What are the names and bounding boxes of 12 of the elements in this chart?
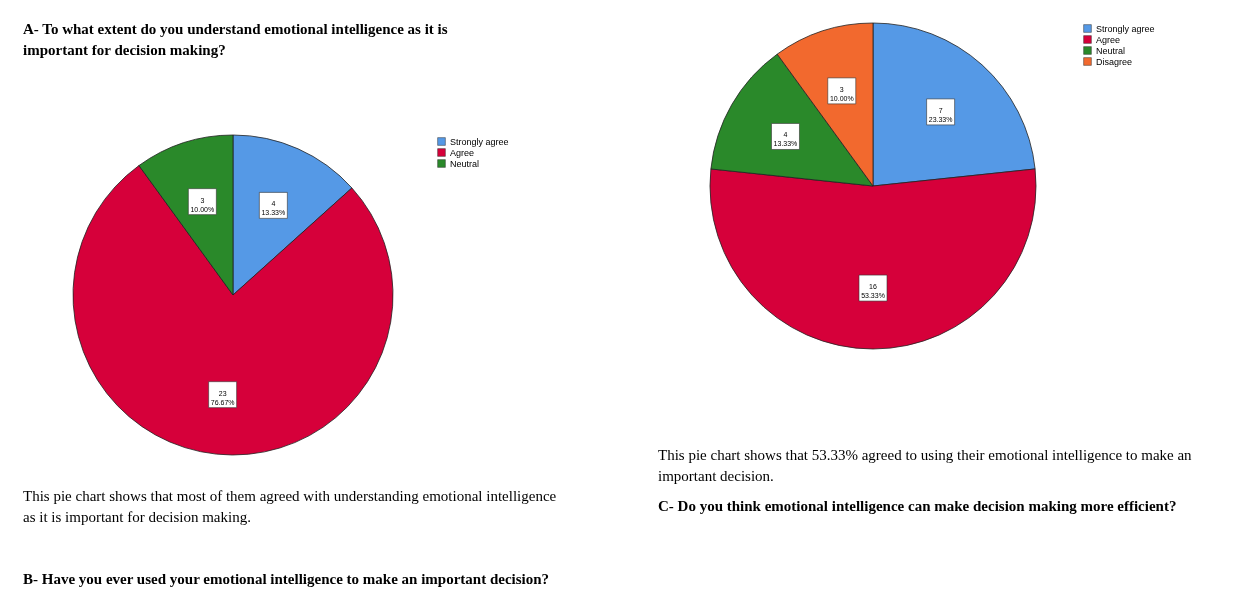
- chart-title: A- To what extent do you understand emotional intelligence as it is important for decision making?: [23, 21, 448, 58]
- text: This pie chart shows that 53.33% agreed to using their emotional intelligence to make an important decision.: [658, 447, 1193, 484]
- legend-label: Strongly agree: [1096, 23, 1155, 34]
- text: This pie chart shows that most of them agreed with understanding emotional intelligence as it is important for decision making.: [23, 488, 557, 525]
- legend-label: Neutral: [450, 158, 480, 169]
- text: C- Do you think emotional intelligence can make decision making more efficient?: [658, 498, 1177, 514]
- legend-label: Strongly agree: [450, 136, 509, 147]
- legend-label: Agree: [450, 147, 475, 158]
- legend-label: Agree: [1096, 34, 1121, 45]
- text: B- Have you ever used your emotional intelligence to make an important decision?: [23, 571, 550, 587]
- legend-label: Disagree: [1096, 56, 1133, 67]
- legend-label: Neutral: [1096, 45, 1126, 56]
